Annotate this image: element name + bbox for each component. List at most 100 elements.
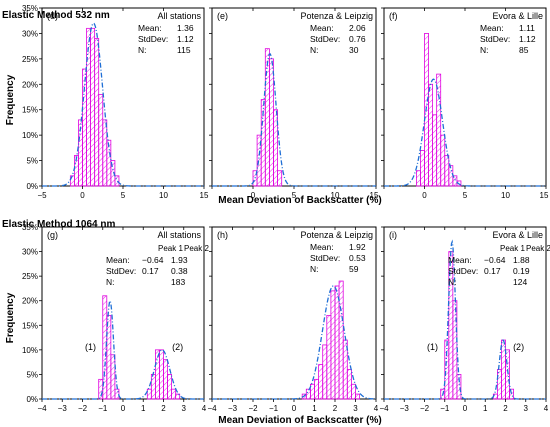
- peak-label-2: (2): [513, 342, 524, 352]
- y-tick-label: 0%: [26, 395, 38, 404]
- stat-label: Mean:: [310, 23, 334, 33]
- x-tick-label: −4: [37, 404, 47, 413]
- panel-g: −4 −3 −2 −1 0 1 2 3 4 0% 5% 10% 15% 20% 25% 30% 35% (g) Al…: [22, 223, 209, 413]
- panel-letter: (i): [389, 230, 397, 240]
- x-tick-label: 2: [161, 404, 166, 413]
- histogram-bar: [94, 38, 100, 187]
- histogram-bar: [110, 354, 116, 400]
- x-tick-label: −3: [58, 404, 68, 413]
- x-tick-label: 0: [251, 191, 256, 200]
- stat-label: StdDev:: [138, 34, 168, 44]
- row1-xlabel: Mean Deviation of Backscatter (%): [218, 195, 381, 206]
- x-tick-label: 15: [540, 191, 549, 200]
- station-label: Potenza & Leipzig: [300, 11, 373, 21]
- histogram-bar: [505, 349, 510, 400]
- station-label: Evora & Lille: [492, 11, 543, 21]
- stat-label: StdDev:: [310, 34, 340, 44]
- peak-header: Peak 2: [526, 244, 550, 253]
- fit-curve: [42, 22, 204, 187]
- fit-curve: [384, 78, 546, 187]
- histogram-bar: [428, 83, 433, 187]
- fit-curve: [212, 52, 376, 187]
- stat-label: N:: [448, 277, 457, 287]
- x-tick-label: 0: [121, 404, 126, 413]
- x-tick-label: −2: [248, 404, 258, 413]
- x-tick-label: 1: [483, 404, 488, 413]
- x-tick-label: −2: [420, 404, 430, 413]
- panel-letter: (f): [389, 11, 398, 21]
- y-tick-label: 10%: [22, 346, 38, 355]
- x-tick-label: −1: [98, 404, 108, 413]
- stat-value-peak1: 0.17: [484, 266, 501, 276]
- histogram-bar: [448, 165, 454, 187]
- histogram-bar: [110, 160, 116, 187]
- y-tick-label: 30%: [22, 29, 38, 38]
- x-tick-label: 15: [200, 191, 209, 200]
- stat-label: StdDev:: [480, 34, 510, 44]
- y-tick-label: 25%: [22, 272, 38, 281]
- station-label: All stations: [157, 230, 201, 240]
- histogram-bar: [114, 175, 120, 187]
- histogram-bar: [432, 114, 438, 187]
- y-tick-label: 20%: [22, 80, 38, 89]
- histogram-bar: [436, 73, 442, 187]
- row2-title: Elastic Method 1064 nm: [2, 219, 115, 230]
- histogram-bar: [350, 383, 356, 400]
- stat-label: N:: [310, 45, 319, 55]
- y-tick-label: 0%: [26, 182, 38, 191]
- y-tick-label: 15%: [22, 321, 38, 330]
- histogram-bar: [146, 388, 152, 400]
- histogram-bar: [171, 388, 177, 400]
- peak-header: Peak 1: [500, 244, 525, 253]
- y-tick-label: 35%: [22, 223, 38, 232]
- x-tick-label: 4: [544, 404, 549, 413]
- stat-value-peak2: 124: [513, 277, 527, 287]
- peak-label-1: (1): [427, 342, 438, 352]
- stat-value: 85: [519, 45, 529, 55]
- histogram-bar: [163, 359, 168, 400]
- histogram-bar: [334, 285, 340, 400]
- x-tick-label: 3: [524, 404, 529, 413]
- stat-value-peak1: −0.64: [484, 255, 506, 265]
- panel-letter: (g): [47, 230, 58, 240]
- stat-label: Mean:: [138, 23, 162, 33]
- panels-layer: −5 0 5 10 150%5%10%15%20%25%30%35%(d) All sta…: [22, 4, 550, 413]
- stat-value: 0.53: [349, 253, 366, 263]
- histogram-bar: [338, 280, 344, 400]
- stat-value: 2.06: [349, 23, 366, 33]
- stat-value-peak1: 0.17: [142, 266, 159, 276]
- stat-value: 1.12: [519, 34, 536, 44]
- y-tick-label: 25%: [22, 55, 38, 64]
- histogram-bar: [167, 374, 173, 400]
- y-tick-label: 20%: [22, 297, 38, 306]
- stat-value: 1.12: [177, 34, 194, 44]
- y-tick-label: 35%: [22, 4, 38, 13]
- stat-label: StdDev:: [106, 266, 136, 276]
- panel-letter: (d): [47, 11, 58, 21]
- peak-label-2: (2): [172, 342, 183, 352]
- histogram-bar: [444, 155, 450, 187]
- peak-label-1: (1): [85, 342, 96, 352]
- row2-xlabel: Mean Deviation of Backscatter (%): [218, 415, 381, 426]
- histogram-bar: [322, 344, 328, 400]
- x-tick-label: −4: [379, 404, 389, 413]
- x-tick-label: −3: [400, 404, 410, 413]
- x-tick-label: −5: [37, 191, 47, 200]
- stat-value-peak2: 0.19: [513, 266, 530, 276]
- stat-value-peak2: 1.93: [171, 255, 188, 265]
- histogram-bar: [440, 134, 446, 187]
- stat-label: StdDev:: [310, 253, 340, 263]
- y-tick-label: 15%: [22, 106, 38, 115]
- fit-curve: [42, 299, 204, 400]
- stat-value: 0.76: [349, 34, 366, 44]
- x-tick-label: 3: [182, 404, 187, 413]
- stat-value: 1.92: [349, 242, 366, 252]
- histogram-bar: [509, 388, 514, 400]
- histogram-bar: [106, 315, 112, 400]
- stat-value-peak2: 1.88: [513, 255, 530, 265]
- stat-value: 30: [349, 45, 359, 55]
- histogram-bar: [277, 170, 283, 187]
- histogram-bar: [264, 48, 270, 187]
- row2-ylabel: Frequency: [5, 292, 16, 343]
- panel-f: 0 5 10 15 (f) Evora & Lille Mean: 1.11 StdDev: 1.…: [381, 7, 549, 200]
